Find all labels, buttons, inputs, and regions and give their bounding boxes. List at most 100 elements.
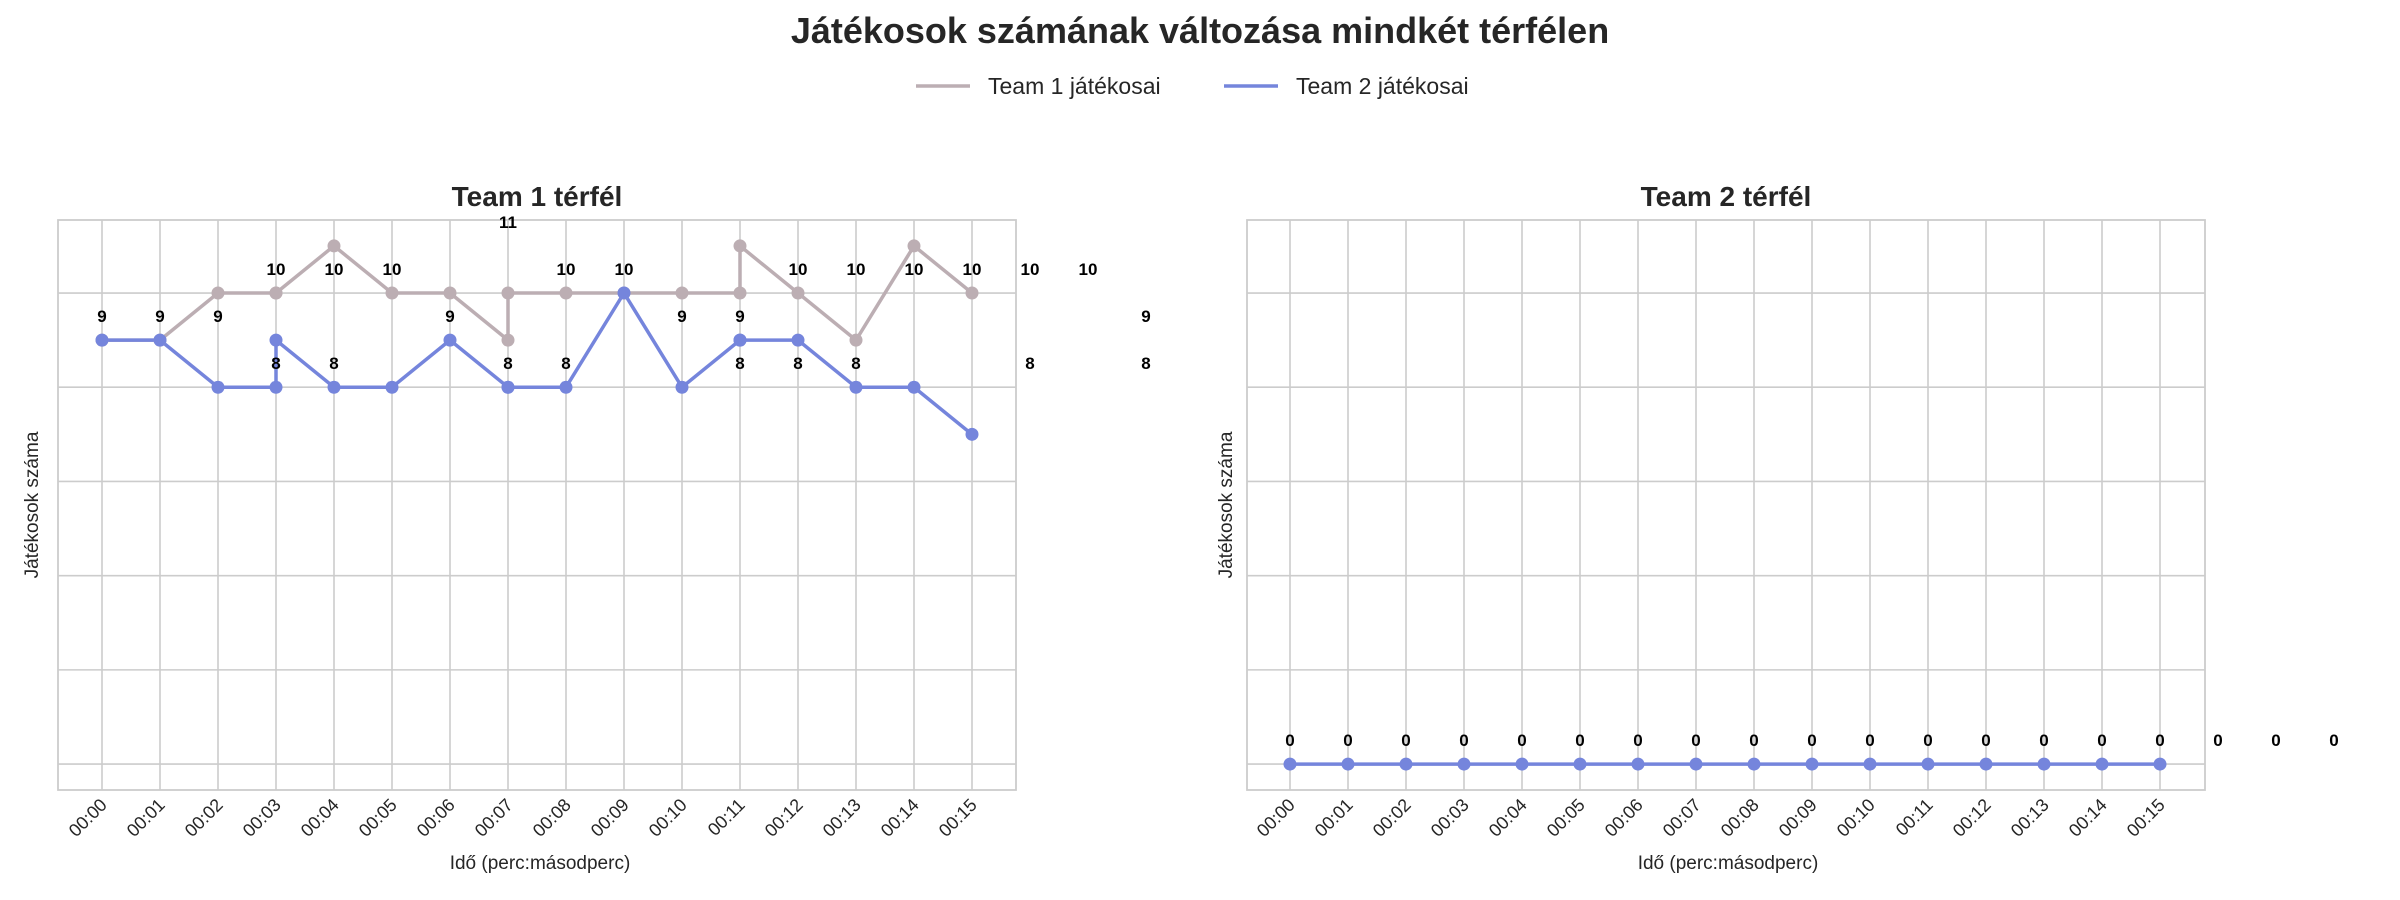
data-labels: 0 0 0 0 0 0 0 0 0 0 0 0 0 0 0 0 0 0 0: [1285, 731, 2338, 750]
data-point: [501, 286, 515, 300]
data-point: [791, 333, 805, 347]
data-point: [153, 333, 167, 347]
data-label: 8: [271, 354, 280, 373]
x-tick-label: 00:09: [587, 795, 633, 841]
plot-frame: [57, 219, 1017, 791]
data-points: [95, 239, 979, 441]
data-label: 10: [383, 260, 402, 279]
data-point: [1863, 757, 1877, 771]
plot-frame: [1246, 219, 2206, 791]
data-point: [1979, 757, 1993, 771]
data-label: 0: [2329, 731, 2338, 750]
data-label: 8: [851, 354, 860, 373]
data-label: 10: [963, 260, 982, 279]
data-label: 10: [847, 260, 866, 279]
data-label: 0: [2271, 731, 2280, 750]
x-tick-label: 00:03: [1427, 795, 1473, 841]
data-point: [675, 380, 689, 394]
data-point: [617, 286, 631, 300]
x-tick-label: 00:10: [645, 795, 691, 841]
x-tick-label: 00:13: [2007, 795, 2053, 841]
data-point: [1457, 757, 1471, 771]
y-axis-label: Játékosok száma: [1216, 431, 1237, 578]
data-point: [1689, 757, 1703, 771]
data-point: [2095, 757, 2109, 771]
data-label: 0: [1865, 731, 1874, 750]
data-point: [559, 286, 573, 300]
x-tick-label: 00:01: [123, 795, 169, 841]
legend: Team 1 játékosai Team 2 játékosai: [916, 73, 1469, 99]
data-point: [1805, 757, 1819, 771]
data-point: [907, 239, 921, 253]
data-label: 8: [735, 354, 744, 373]
data-point: [849, 333, 863, 347]
data-point: [1573, 757, 1587, 771]
data-label: 0: [2039, 731, 2048, 750]
data-point: [1283, 757, 1297, 771]
x-tick-label: 00:02: [181, 795, 227, 841]
data-point: [965, 286, 979, 300]
data-point: [1747, 757, 1761, 771]
data-point: [269, 286, 283, 300]
series-line: [102, 244, 974, 342]
y-axis-label: Játékosok száma: [22, 431, 43, 578]
x-tick-label: 00:08: [529, 795, 575, 841]
data-point: [965, 427, 979, 441]
x-tick-label: 00:12: [1949, 795, 1995, 841]
x-tick-label: 00:04: [297, 795, 343, 841]
data-point: [443, 286, 457, 300]
x-axis-label: Idő (perc:másodperc): [450, 853, 631, 874]
data-points: [1283, 757, 2167, 771]
x-tick-label: 00:01: [1311, 795, 1357, 841]
panel-team2-side: Team 2 térfél 00:00 00:01 00:02 00:03 00:04 0…: [1216, 181, 2339, 874]
data-label: 10: [789, 260, 808, 279]
panel-title-team2: Team 2 térfél: [1641, 181, 1812, 212]
data-point: [501, 333, 515, 347]
figure-title: Játékosok számának változása mindkét tér…: [791, 10, 1609, 51]
data-label: 0: [2213, 731, 2222, 750]
legend-label-team2: Team 2 játékosai: [1296, 73, 1469, 99]
data-label: 10: [905, 260, 924, 279]
data-point: [1399, 757, 1413, 771]
data-point: [2037, 757, 2051, 771]
data-label: 0: [1575, 731, 1584, 750]
data-point: [1921, 757, 1935, 771]
data-point: [733, 239, 747, 253]
x-tick-label: 00:00: [1253, 795, 1299, 841]
data-label: 8: [793, 354, 802, 373]
data-label: 0: [1923, 731, 1932, 750]
x-tick-label: 00:00: [65, 795, 111, 841]
data-label: 9: [677, 307, 686, 326]
data-point: [733, 286, 747, 300]
data-label: 8: [561, 354, 570, 373]
data-label: 0: [1981, 731, 1990, 750]
data-label: 10: [615, 260, 634, 279]
data-point: [733, 333, 747, 347]
data-label: 0: [1749, 731, 1758, 750]
x-tick-label: 00:14: [2065, 795, 2111, 841]
data-label: 9: [97, 307, 106, 326]
series-lines: [102, 244, 974, 436]
x-tick-label: 00:09: [1775, 795, 1821, 841]
data-point: [327, 380, 341, 394]
x-tick-label: 00:06: [413, 795, 459, 841]
x-tick-label: 00:02: [1369, 795, 1415, 841]
data-point: [327, 239, 341, 253]
data-point: [501, 380, 515, 394]
data-label: 0: [1807, 731, 1816, 750]
data-label: 9: [155, 307, 164, 326]
x-tick-labels: 00:00 00:01 00:02 00:03 00:04 00:05 00:06 00:07…: [1253, 795, 2169, 841]
data-point: [385, 286, 399, 300]
data-label: 9: [1141, 307, 1150, 326]
x-tick-label: 00:10: [1833, 795, 1879, 841]
data-label: 0: [2097, 731, 2106, 750]
data-point: [269, 380, 283, 394]
x-tick-label: 00:13: [819, 795, 865, 841]
x-tick-label: 00:07: [471, 795, 517, 841]
data-label: 8: [1141, 354, 1150, 373]
data-label: 10: [1021, 260, 1040, 279]
data-point: [1631, 757, 1645, 771]
data-label: 0: [1691, 731, 1700, 750]
data-label: 0: [2155, 731, 2164, 750]
